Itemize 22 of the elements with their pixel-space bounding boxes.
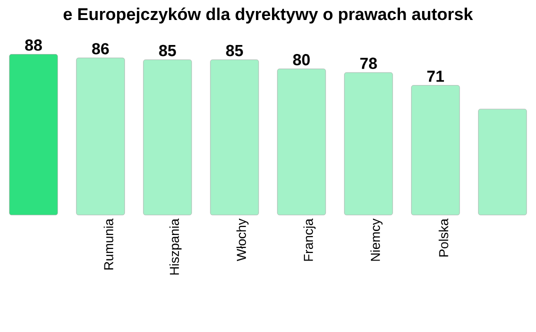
chart-title: e Europejczyków dla dyrektywy o prawach autorsk (64, 8, 473, 24)
x-tick-label: Polska (438, 218, 448, 256)
data-label: 71 (427, 70, 444, 82)
data-label: 86 (92, 43, 109, 54)
data-label: 88 (25, 39, 42, 51)
bar (143, 60, 192, 216)
data-label: 85 (159, 44, 176, 56)
bar (210, 60, 259, 216)
x-tick-label: Hiszpania (169, 218, 182, 275)
data-label: 78 (360, 58, 377, 70)
bar (478, 108, 527, 216)
x-tick-label: Rumunia (104, 218, 114, 270)
bar (76, 58, 125, 216)
x-tick-label: Włochy (236, 218, 249, 262)
bar (411, 85, 460, 216)
bar (9, 54, 58, 216)
data-label: 80 (293, 54, 310, 66)
bar (277, 68, 326, 216)
data-label: 85 (226, 44, 243, 56)
bar (344, 72, 393, 216)
x-tick-label: Niemcy (370, 218, 383, 261)
x-tick-label: Francja (303, 218, 316, 261)
